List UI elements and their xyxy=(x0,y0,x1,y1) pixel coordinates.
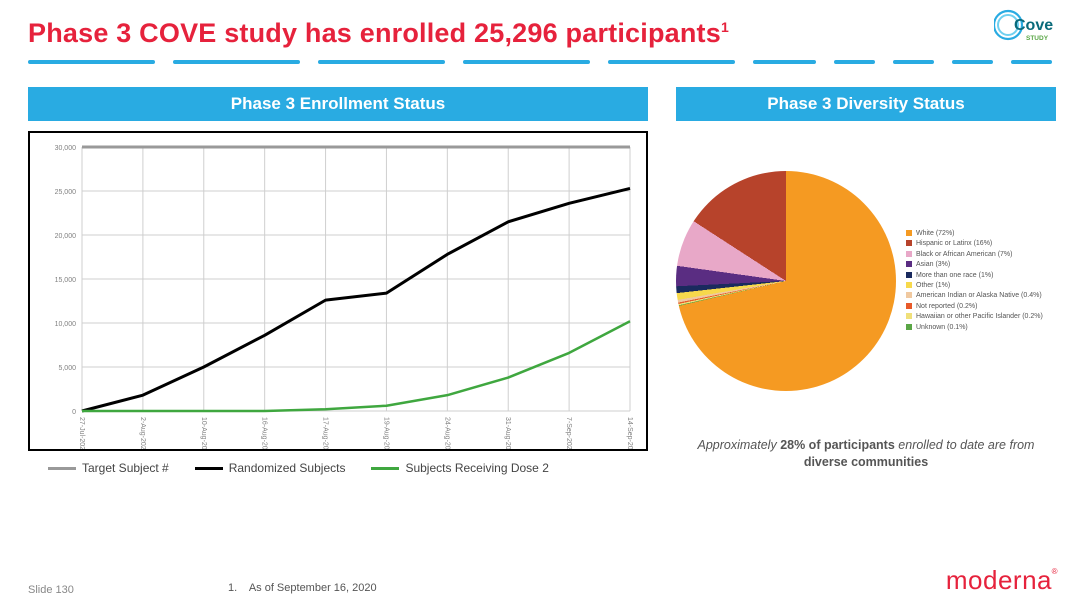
pie-legend-swatch xyxy=(906,324,912,330)
pie-legend-item: Unknown (0.1%) xyxy=(906,323,1056,332)
svg-text:2-Aug-2020: 2-Aug-2020 xyxy=(139,417,146,449)
svg-text:0: 0 xyxy=(72,409,76,416)
cove-logo-text: Cove xyxy=(1014,17,1053,34)
pie-legend-item: Asian (3%) xyxy=(906,260,1056,269)
slide-number: Slide 130 xyxy=(28,584,74,596)
diversity-header: Phase 3 Diversity Status xyxy=(676,87,1056,121)
legend-swatch xyxy=(371,467,399,470)
pie-legend-label: Black or African American (7%) xyxy=(916,250,1012,259)
svg-text:19-Aug-2020: 19-Aug-2020 xyxy=(382,417,389,449)
pie-legend-label: White (72%) xyxy=(916,229,955,238)
title-footnote-ref: 1 xyxy=(721,19,729,35)
page-title: Phase 3 COVE study has enrolled 25,296 p… xyxy=(28,18,1052,49)
diversity-summary-note: Approximately 28% of participants enroll… xyxy=(676,437,1056,471)
svg-text:7-Sep-2020: 7-Sep-2020 xyxy=(565,417,572,449)
svg-text:16-Aug-2020: 16-Aug-2020 xyxy=(261,417,268,449)
legend-label: Randomized Subjects xyxy=(229,461,346,475)
pie-legend-label: Unknown (0.1%) xyxy=(916,323,968,332)
legend-item: Randomized Subjects xyxy=(195,461,346,475)
svg-text:5,000: 5,000 xyxy=(58,365,76,372)
svg-text:25,000: 25,000 xyxy=(55,189,77,196)
pie-legend-swatch xyxy=(906,303,912,309)
pie-legend-label: Hispanic or Latinx (16%) xyxy=(916,239,992,248)
diversity-legend: White (72%)Hispanic or Latinx (16%) Black… xyxy=(896,229,1056,333)
pie-legend-item: Not reported (0.2%) xyxy=(906,302,1056,311)
pie-legend-swatch xyxy=(906,240,912,246)
footnote: 1. As of September 16, 2020 xyxy=(228,582,377,594)
pie-legend-item: Hispanic or Latinx (16%) xyxy=(906,239,1056,248)
enrollment-header: Phase 3 Enrollment Status xyxy=(28,87,648,121)
pie-legend-label: Not reported (0.2%) xyxy=(916,302,977,311)
svg-text:10-Aug-2020: 10-Aug-2020 xyxy=(200,417,207,449)
svg-text:24-Aug-2020: 24-Aug-2020 xyxy=(443,417,450,449)
svg-text:10,000: 10,000 xyxy=(55,321,77,328)
legend-item: Target Subject # xyxy=(48,461,169,475)
legend-swatch xyxy=(195,467,223,470)
svg-text:15,000: 15,000 xyxy=(55,277,77,284)
pie-legend-swatch xyxy=(906,251,912,257)
cove-study-logo: Cove STUDY xyxy=(994,8,1058,46)
pie-legend-swatch xyxy=(906,313,912,319)
legend-label: Target Subject # xyxy=(82,461,169,475)
svg-text:14-Sep-2020: 14-Sep-2020 xyxy=(626,417,633,449)
svg-text:17-Aug-2020: 17-Aug-2020 xyxy=(322,417,329,449)
enrollment-line-chart: 0 5,000 10,000 15,000 20,000 25,000 30,000 27-J… xyxy=(28,131,648,451)
pie-legend-label: Hawaiian or other Pacific Islander (0.2%… xyxy=(916,312,1043,321)
pie-legend-item: American Indian or Alaska Native (0.4%) xyxy=(906,291,1056,300)
diversity-pie-chart xyxy=(676,171,896,391)
moderna-logo: moderna® xyxy=(946,565,1052,596)
pie-legend-item: Hawaiian or other Pacific Islander (0.2%… xyxy=(906,312,1056,321)
pie-legend-label: More than one race (1%) xyxy=(916,271,993,280)
svg-text:31-Aug-2020: 31-Aug-2020 xyxy=(504,417,511,449)
svg-text:30,000: 30,000 xyxy=(55,145,77,152)
slide: Cove STUDY Phase 3 COVE study has enroll… xyxy=(0,0,1080,608)
pie-legend-swatch xyxy=(906,292,912,298)
panels-row: Phase 3 Enrollment Status 0 5,000 10,000 15… xyxy=(28,87,1052,475)
title-text: Phase 3 COVE study has enrolled 25,296 p… xyxy=(28,18,721,48)
enrollment-panel: Phase 3 Enrollment Status 0 5,000 10,000 15… xyxy=(28,87,648,475)
pie-legend-item: Black or African American (7%) xyxy=(906,250,1056,259)
pie-legend-label: Other (1%) xyxy=(916,281,950,290)
pie-legend-swatch xyxy=(906,261,912,267)
pie-legend-item: White (72%) xyxy=(906,229,1056,238)
svg-text:27-Jul-2020: 27-Jul-2020 xyxy=(78,417,85,449)
pie-legend-label: American Indian or Alaska Native (0.4%) xyxy=(916,291,1042,300)
pie-legend-swatch xyxy=(906,282,912,288)
title-divider xyxy=(28,59,1052,65)
legend-label: Subjects Receiving Dose 2 xyxy=(405,461,548,475)
legend-item: Subjects Receiving Dose 2 xyxy=(371,461,548,475)
legend-swatch xyxy=(48,467,76,470)
cove-logo-sub: STUDY xyxy=(1026,35,1049,42)
diversity-pie-wrap: White (72%)Hispanic or Latinx (16%) Black… xyxy=(676,131,1056,431)
enrollment-legend: Target Subject # Randomized Subjects Subje… xyxy=(28,461,648,475)
pie-legend-item: Other (1%) xyxy=(906,281,1056,290)
pie-legend-swatch xyxy=(906,230,912,236)
pie-legend-label: Asian (3%) xyxy=(916,260,950,269)
svg-text:20,000: 20,000 xyxy=(55,233,77,240)
pie-legend-item: More than one race (1%) xyxy=(906,271,1056,280)
pie-legend-swatch xyxy=(906,272,912,278)
diversity-panel: Phase 3 Diversity Status White (72%)Hisp… xyxy=(676,87,1056,475)
footer: Slide 130 1. As of September 16, 2020 mo… xyxy=(28,565,1052,596)
